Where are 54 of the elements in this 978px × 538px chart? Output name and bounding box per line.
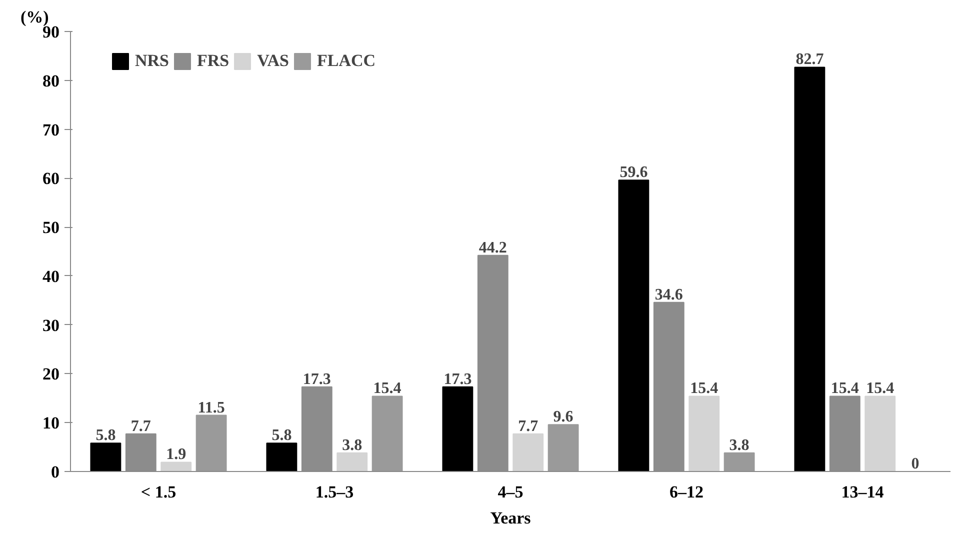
data-label: 15.4 — [866, 380, 894, 398]
data-label: 7.7 — [130, 418, 151, 435]
x-axis-title: Years — [490, 508, 532, 528]
data-label: 34.6 — [654, 286, 683, 304]
data-label: 17.3 — [302, 370, 331, 388]
data-label: 3.8 — [729, 436, 750, 454]
bar — [196, 414, 227, 472]
y-tick-label: 70 — [42, 120, 60, 140]
bar — [336, 452, 368, 472]
data-label: 15.4 — [690, 380, 718, 398]
data-label: 17.3 — [444, 370, 472, 388]
bar — [724, 452, 755, 472]
y-tick-label: 40 — [42, 266, 60, 286]
bar — [442, 386, 474, 472]
y-tick-label: 20 — [42, 364, 60, 384]
data-label: 44.2 — [478, 239, 507, 256]
x-tick-label: 1.5–3 — [315, 482, 354, 502]
data-label: 15.4 — [830, 380, 859, 398]
y-tick-label: 0 — [51, 462, 60, 482]
y-tick-label: 80 — [42, 71, 60, 90]
y-tick-label: 10 — [42, 414, 60, 433]
bar — [794, 66, 826, 472]
bar — [372, 396, 403, 472]
data-label: 9.6 — [553, 408, 574, 426]
bar — [160, 462, 192, 472]
x-tick-label: 4–5 — [498, 482, 524, 502]
bar — [266, 442, 298, 472]
bar — [688, 396, 720, 472]
bar — [548, 424, 579, 472]
bar — [512, 433, 544, 472]
data-label: 0 — [911, 456, 920, 472]
legend-label: FLACC — [316, 51, 376, 71]
data-label: 1.9 — [166, 446, 186, 464]
legend-label: VAS — [257, 51, 289, 71]
legend-label: NRS — [135, 51, 170, 71]
bar — [864, 396, 896, 472]
y-axis-title: (%) — [20, 8, 49, 26]
x-tick-label: < 1.5 — [140, 482, 176, 502]
data-label: 5.8 — [272, 427, 292, 444]
x-tick-label: 13–14 — [841, 482, 884, 502]
data-label: 7.7 — [518, 418, 538, 435]
y-tick-label: 60 — [42, 169, 60, 188]
y-tick-label: 30 — [42, 316, 60, 335]
data-label: 3.8 — [342, 436, 362, 454]
legend-label: FRS — [197, 51, 230, 71]
data-label: 5.8 — [96, 427, 116, 444]
y-tick-label: 50 — [42, 218, 60, 238]
data-label: 82.7 — [796, 51, 824, 68]
data-label: 59.6 — [620, 164, 648, 182]
data-label: 15.4 — [373, 380, 402, 398]
bar — [90, 442, 122, 472]
bar — [618, 180, 650, 472]
data-label: 11.5 — [198, 399, 225, 416]
x-tick-label: 6–12 — [670, 482, 704, 502]
